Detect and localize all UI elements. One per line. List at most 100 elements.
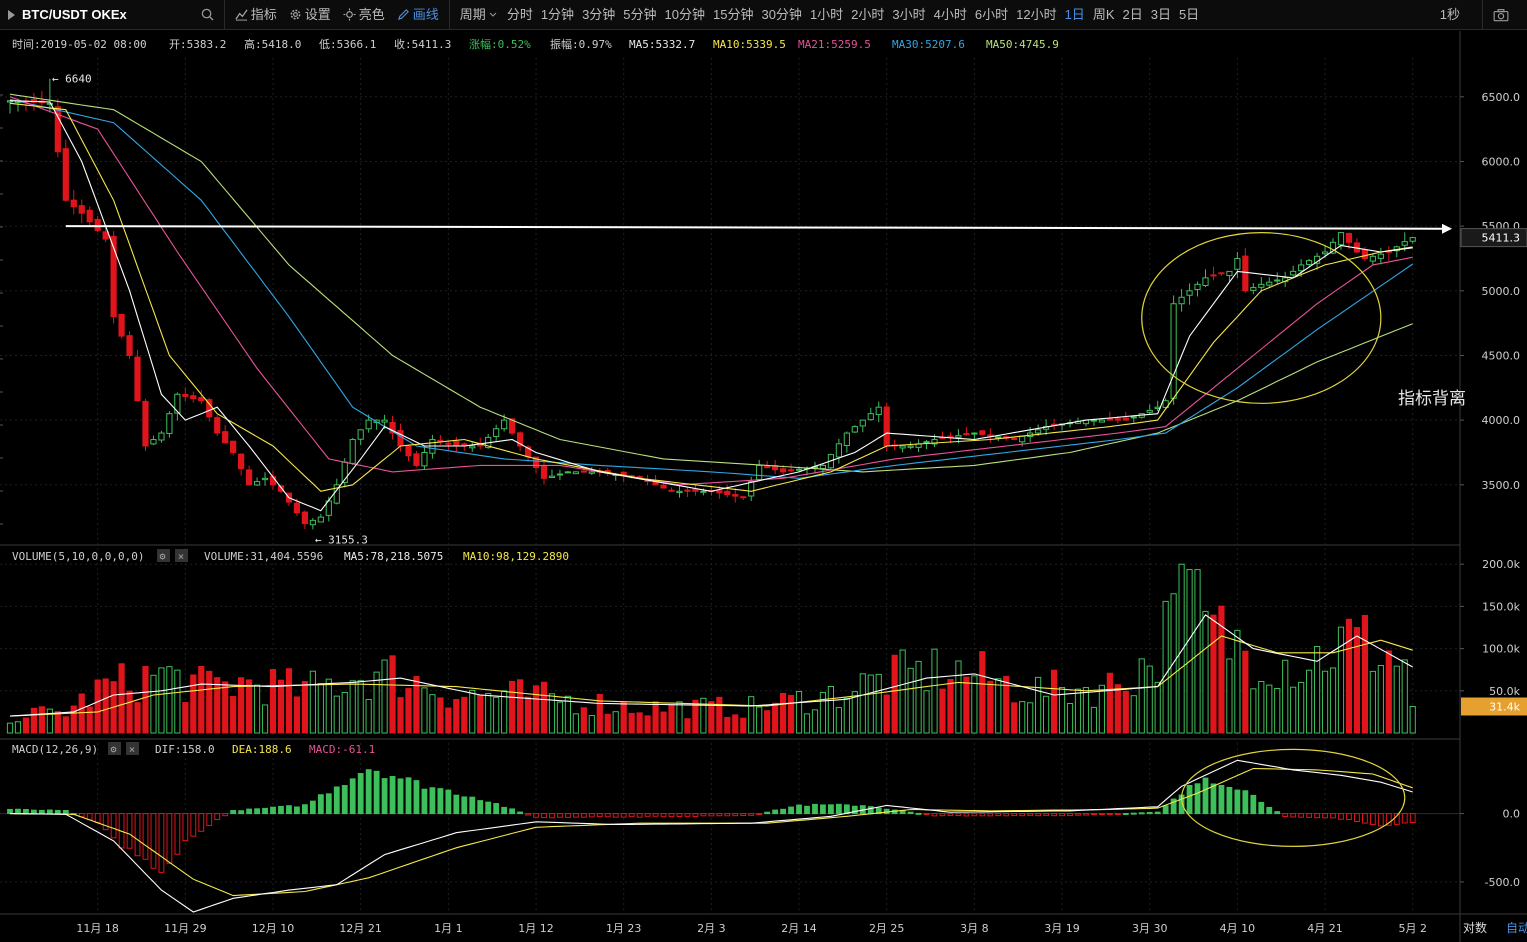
volume-bar <box>724 716 731 734</box>
period-dropdown[interactable]: 周期 <box>454 0 503 30</box>
candle-body <box>684 489 691 492</box>
volume-bar <box>333 695 340 734</box>
candle-body <box>724 490 731 495</box>
period-option[interactable]: 10分钟 <box>664 6 705 22</box>
volume-bar <box>1210 614 1217 734</box>
period-option[interactable]: 分时 <box>506 6 533 22</box>
volume-bar <box>1369 670 1376 734</box>
candle-body <box>995 436 1002 439</box>
symbol-title[interactable]: BTC/USDT OKEx <box>0 0 135 30</box>
x-tick-label: 3月 8 <box>960 922 989 935</box>
candle-body <box>899 445 906 449</box>
volume-bar <box>485 693 492 734</box>
macd-histogram-bar <box>349 778 356 815</box>
candle-body <box>1162 400 1169 408</box>
volume-bar <box>660 711 667 734</box>
macd-histogram-bar <box>238 810 245 815</box>
period-option[interactable]: 5日 <box>1178 6 1200 22</box>
macd-histogram-bar <box>517 811 523 815</box>
macd-histogram-bar <box>1250 794 1257 815</box>
auto-scale-toggle[interactable]: 自动 <box>1506 921 1527 935</box>
macd-histogram-bar <box>875 807 882 815</box>
macd-histogram-bar <box>684 813 691 817</box>
volume-close-button[interactable]: ✕ <box>175 549 188 563</box>
macd-histogram-bar <box>668 813 675 818</box>
macd-histogram-bar <box>15 808 21 815</box>
candle-body <box>963 433 970 436</box>
light-theme-button[interactable]: 亮色 <box>337 0 391 30</box>
volume-bar <box>564 695 571 734</box>
macd-close-button[interactable]: ✕ <box>126 742 139 756</box>
period-option[interactable]: 2日 <box>1122 6 1143 22</box>
macd-histogram-bar <box>126 813 133 849</box>
volume-bar <box>142 666 149 734</box>
volume-bar <box>548 693 556 734</box>
volume-bar <box>572 713 579 734</box>
volume-settings-button[interactable]: ⚙ <box>157 549 170 563</box>
info-open: 开:5383.2 <box>169 38 226 51</box>
period-option[interactable]: 3分钟 <box>582 6 616 22</box>
period-option[interactable]: 30分钟 <box>761 6 802 22</box>
search-button[interactable] <box>195 0 220 30</box>
volume-bar <box>1027 702 1034 734</box>
draw-line-button[interactable]: 画线 <box>391 0 445 30</box>
macd-histogram-bar <box>947 813 954 816</box>
macd-histogram-bar <box>190 813 197 837</box>
volume-bar <box>1218 605 1225 734</box>
volume-bar <box>979 651 986 734</box>
log-scale-toggle[interactable]: 对数 <box>1463 920 1487 935</box>
screenshot-button[interactable] <box>1487 0 1515 30</box>
tick-interval-label[interactable]: 1秒 <box>1439 6 1460 22</box>
volume-bar <box>453 698 460 734</box>
macd-histogram-bar <box>1234 789 1241 815</box>
gear-icon: ⚙ <box>159 552 166 563</box>
period-option[interactable]: 4小时 <box>933 6 967 22</box>
period-option[interactable]: 5分钟 <box>623 6 657 22</box>
candle-body <box>532 456 540 469</box>
macd-histogram-bar <box>174 813 181 855</box>
volume-bar <box>477 694 484 734</box>
period-option[interactable]: 15分钟 <box>713 6 754 22</box>
candle-body <box>660 484 667 489</box>
macd-histogram-bar <box>270 806 276 815</box>
volume-bar <box>469 689 476 734</box>
volume-bar <box>14 721 22 734</box>
volume-bar <box>971 675 978 734</box>
period-option[interactable]: 1分钟 <box>540 6 575 22</box>
macd-histogram-bar <box>1043 813 1049 816</box>
macd-histogram-bar <box>1122 812 1129 815</box>
macd-histogram-bar <box>453 794 460 815</box>
macd-histogram-bar <box>1338 813 1344 820</box>
macd-histogram-bar <box>1051 813 1057 817</box>
macd-histogram-bar <box>477 800 484 815</box>
candle-body <box>1178 296 1185 305</box>
period-option[interactable]: 6小时 <box>974 6 1009 22</box>
period-option[interactable]: 3小时 <box>892 6 926 22</box>
period-option[interactable]: 周K <box>1092 6 1115 22</box>
period-option[interactable]: 2小时 <box>851 6 885 22</box>
macd-histogram-bar <box>1194 783 1201 815</box>
macd-histogram-bar <box>1346 813 1352 821</box>
candle-body <box>246 469 253 486</box>
indicator-button[interactable]: 指标 <box>229 0 283 30</box>
macd-histogram-bar <box>572 813 579 818</box>
period-option[interactable]: 1日 <box>1064 6 1085 22</box>
x-tick-label: 5月 2 <box>1398 922 1427 935</box>
last-price-tag <box>1460 228 1527 248</box>
macd-histogram-bar <box>31 809 37 815</box>
volume-bar <box>437 697 444 734</box>
period-option[interactable]: 1小时 <box>809 6 844 22</box>
period-option[interactable]: 3日 <box>1150 6 1171 22</box>
macd-histogram-bar <box>38 809 45 815</box>
sun-icon <box>343 8 356 21</box>
volume-bar <box>708 701 715 734</box>
settings-button[interactable]: 设置 <box>283 0 337 30</box>
period-option[interactable]: 12小时 <box>1016 6 1057 22</box>
search-icon <box>201 8 214 21</box>
macd-histogram-bar <box>405 777 412 815</box>
macd-histogram-bar <box>636 813 643 818</box>
candle-body <box>230 440 237 453</box>
macd-settings-button[interactable]: ⚙ <box>108 742 121 756</box>
candle-body <box>445 442 452 445</box>
candlestick-chart[interactable]: ← 6640← 3155.3 11月 18 11月 29 12月 10 12月 21 1… <box>0 31 1527 942</box>
